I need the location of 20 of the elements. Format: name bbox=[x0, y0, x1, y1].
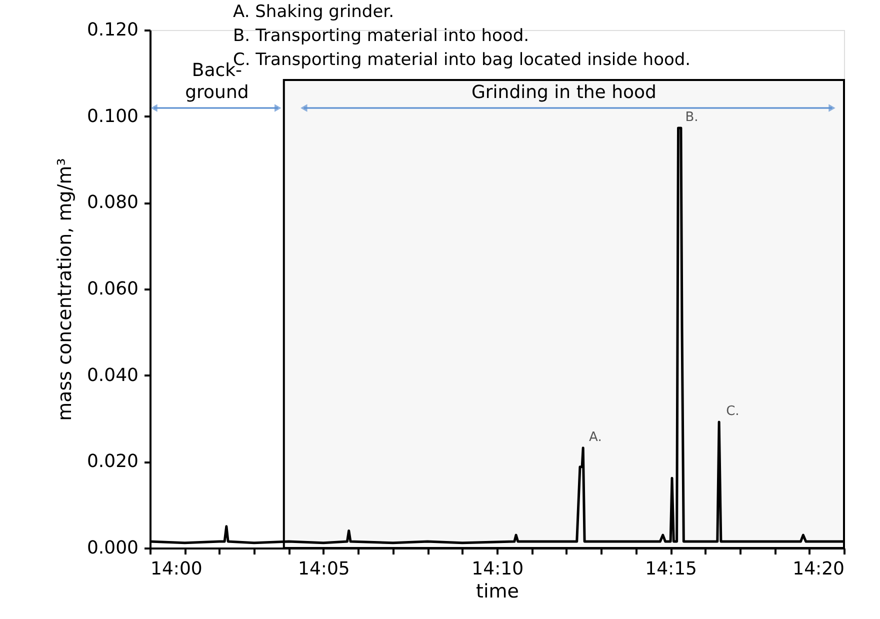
annotation: B. Transporting material into hood. bbox=[233, 26, 530, 46]
x-tick-label: 14:15 bbox=[645, 558, 697, 580]
annotation: C. bbox=[726, 404, 740, 419]
y-tick-label: 0.100 bbox=[86, 106, 138, 127]
x-tick-label: 14:00 bbox=[150, 558, 202, 580]
annotation: A. bbox=[589, 430, 602, 445]
x-tick-label: 14:10 bbox=[472, 558, 524, 580]
y-tick-label: 0.120 bbox=[86, 20, 138, 40]
x-axis-title: time bbox=[476, 580, 519, 602]
text: A. Shaking grinder. bbox=[233, 2, 394, 22]
x-tick-label: 14:20 bbox=[792, 558, 844, 580]
y-axis-title: mass concentration, mg/m³ bbox=[54, 158, 76, 421]
y-tick-label: 0.040 bbox=[86, 364, 138, 386]
y-tick-label: 0.000 bbox=[86, 538, 138, 558]
annotation: B. bbox=[685, 110, 698, 125]
y-tick-label: 0.080 bbox=[86, 192, 138, 214]
y-tick-label: 0.060 bbox=[86, 278, 138, 300]
band-label: Grinding in the hood bbox=[471, 82, 656, 103]
y-tick-label: 0.020 bbox=[86, 451, 138, 472]
x-tick-label: 14:05 bbox=[298, 558, 350, 580]
